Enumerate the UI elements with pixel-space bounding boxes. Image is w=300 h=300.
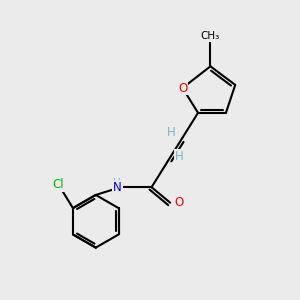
Text: CH₃: CH₃ <box>201 31 220 41</box>
Text: N: N <box>113 181 122 194</box>
Text: H: H <box>113 178 121 188</box>
Text: Cl: Cl <box>53 178 64 191</box>
Text: H: H <box>167 125 175 139</box>
Text: O: O <box>174 196 183 209</box>
Text: O: O <box>178 82 187 94</box>
Text: H: H <box>174 150 183 163</box>
